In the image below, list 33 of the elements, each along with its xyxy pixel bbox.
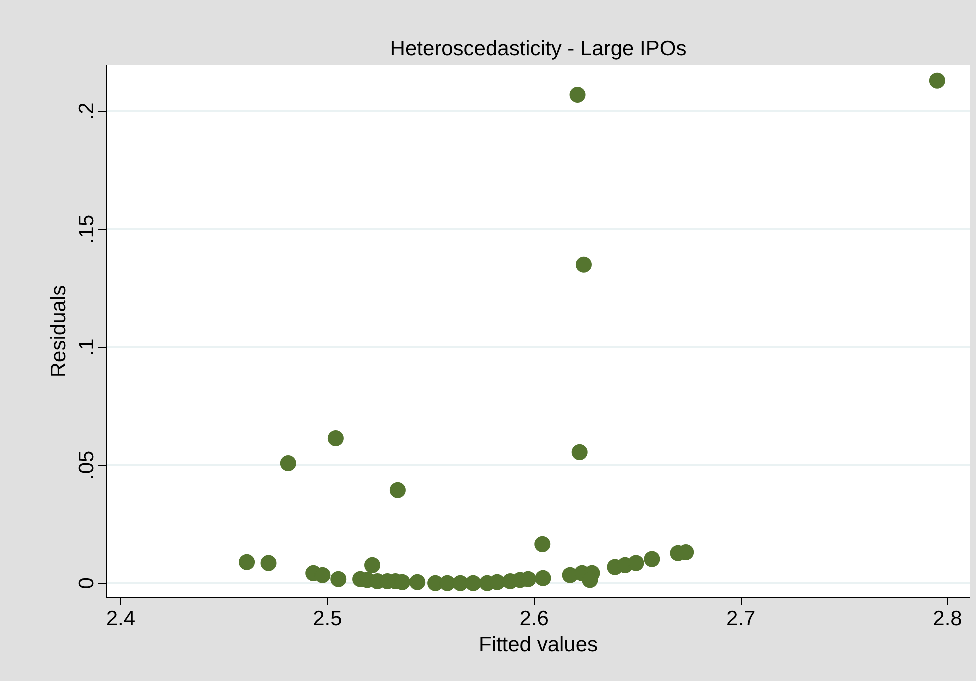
point [465,575,482,592]
point [364,557,381,574]
point [440,575,456,592]
point [410,574,426,590]
point [260,555,277,572]
point [570,87,586,103]
point [534,536,551,552]
chart-title: Heteroscedasticity - Large IPOs [390,38,687,60]
point [576,256,592,273]
x-tick-label: 2.5 [313,608,342,630]
point [280,456,296,472]
point [644,551,660,568]
point [535,570,552,586]
y-tick-label: .15 [76,214,98,244]
x-axis-title: Fitted values [478,634,598,656]
y-tick-label: .1 [76,338,98,356]
x-tick-label: 2.8 [933,608,962,630]
point [628,555,644,572]
x-tick-label: 2.4 [106,608,136,630]
x-tick-label: 2.6 [520,608,549,630]
point [330,571,347,588]
y-tick-label: 0 [76,577,98,590]
y-tick-label: .2 [76,102,98,120]
point [328,430,344,446]
y-axis-title: Residuals [48,285,70,378]
point [239,554,256,570]
x-tick-label: 2.7 [726,608,756,630]
point [572,444,588,460]
point [390,482,406,498]
point [314,567,331,584]
point [929,72,946,89]
point [452,575,469,592]
y-tick-label: .05 [76,450,98,480]
